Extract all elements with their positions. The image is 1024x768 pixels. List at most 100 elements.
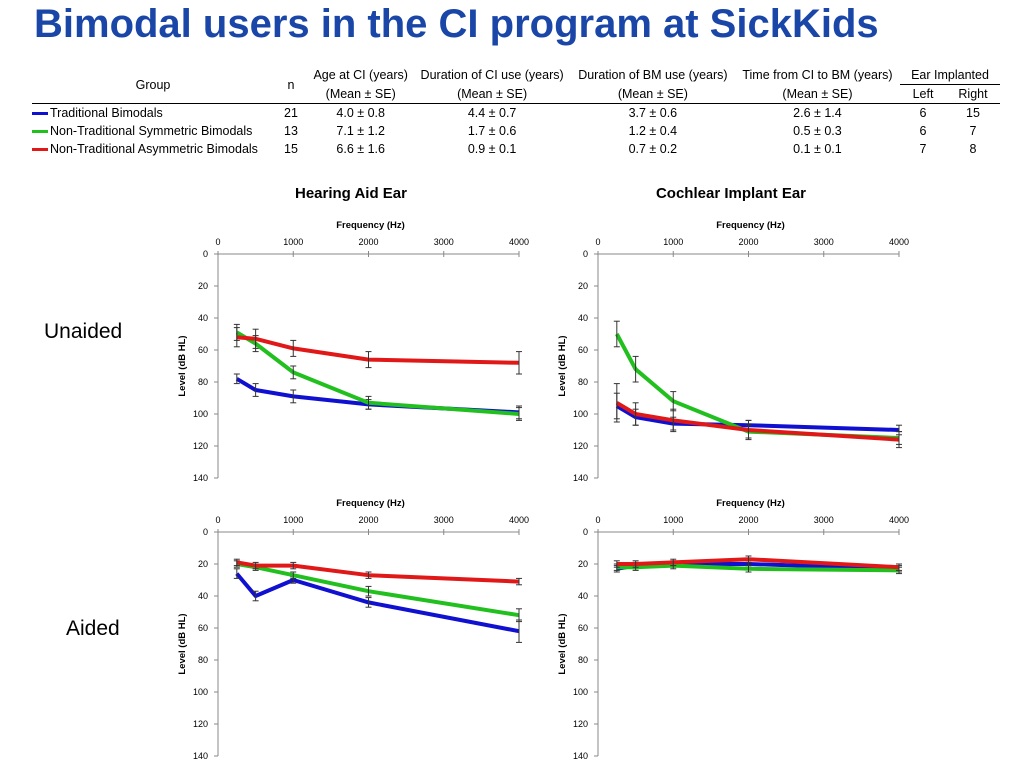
y-tick-label: 120 (193, 719, 208, 729)
right-cell: 7 (969, 124, 977, 138)
row-label-unaided: Unaided (44, 320, 123, 343)
demographics-table: Group n Age at CI (years) Duration of CI… (32, 66, 1000, 158)
left-cell: 6 (919, 124, 927, 138)
header-group: Group (32, 66, 274, 104)
y-tick-label: 140 (193, 751, 208, 761)
error-bar (252, 561, 259, 570)
sub-left: Left (900, 84, 946, 104)
x-tick-label: 2000 (738, 237, 758, 247)
legend-swatch-blue (32, 112, 48, 115)
y-tick-label: 60 (198, 623, 208, 633)
error-bar (613, 320, 620, 348)
age-cell: 4.0 ± 0.8 (336, 106, 385, 120)
y-tick-label: 80 (198, 377, 208, 387)
x-tick-label: 2000 (358, 515, 378, 525)
y-tick-label: 0 (583, 249, 588, 259)
error-bar (365, 585, 372, 597)
chart-ci-aided: 0 1000 2000 3000 4000 0 20 40 60 80 100 120 140 Frequ… (557, 498, 909, 761)
error-bar (670, 558, 677, 567)
ci-use-cell: 4.4 ± 0.7 (467, 106, 517, 120)
group-cell: Non-Traditional Symmetric Bimodals (32, 122, 274, 140)
ci-to-bm-cell: 0.5 ± 0.3 (793, 124, 842, 138)
header-ear: Ear Implanted (900, 66, 1000, 85)
header-ci-use: Duration of CI use (years) (420, 68, 564, 83)
legend-swatch-green (32, 130, 48, 133)
error-bar (896, 563, 902, 571)
y-tick-label: 0 (203, 527, 208, 537)
y-tick-label: 60 (578, 345, 588, 355)
error-bar (613, 560, 620, 568)
error-bar (365, 351, 372, 369)
y-axis-label: Level (dB HL) (557, 335, 568, 396)
ci-use-cell: 1.7 ± 0.6 (467, 124, 517, 138)
y-tick-label: 100 (193, 687, 208, 697)
x-tick-label: 1000 (283, 237, 303, 247)
error-bar (233, 558, 240, 567)
error-bar (290, 389, 297, 404)
y-tick-label: 20 (198, 281, 208, 291)
error-bar (290, 365, 297, 380)
x-tick-label: 0 (595, 515, 600, 525)
x-tick-label: 4000 (889, 515, 909, 525)
y-tick-label: 40 (198, 313, 208, 323)
error-bar (516, 577, 522, 586)
y-tick-label: 80 (198, 655, 208, 665)
table-row: Non-Traditional Symmetric Bimodals 13 7.… (32, 122, 1000, 140)
y-tick-label: 40 (578, 313, 588, 323)
chart-ci-unaided: 0 1000 2000 3000 4000 0 20 40 60 80 100 120 140 Frequ… (557, 220, 909, 483)
y-axis-label: Level (dB HL) (177, 613, 188, 674)
error-bar (365, 395, 372, 410)
x-axis-label: Frequency (Hz) (336, 220, 405, 231)
right-cell: 8 (969, 142, 977, 156)
x-tick-label: 2000 (738, 515, 758, 525)
x-tick-label: 4000 (889, 237, 909, 247)
ci-use-cell: 0.9 ± 0.1 (467, 142, 517, 156)
x-tick-label: 1000 (663, 237, 683, 247)
sub-right: Right (946, 84, 1000, 104)
column-title-cochlear-implant: Cochlear Implant Ear (656, 185, 806, 202)
y-tick-label: 120 (573, 719, 588, 729)
sub-mean-bm-use: (Mean ± SE) (570, 84, 735, 104)
y-tick-label: 0 (203, 249, 208, 259)
ci-to-bm-cell: 2.6 ± 1.4 (793, 106, 842, 120)
error-bar (290, 561, 297, 570)
y-tick-label: 20 (578, 281, 588, 291)
x-tick-label: 1000 (283, 515, 303, 525)
y-tick-label: 140 (573, 751, 588, 761)
series-line-1 (236, 562, 520, 618)
sub-mean-ci-use: (Mean ± SE) (413, 84, 571, 104)
x-tick-label: 4000 (509, 237, 529, 247)
y-tick-label: 60 (198, 345, 208, 355)
series-line-2 (236, 335, 520, 365)
error-bar (233, 568, 240, 579)
bm-use-cell: 3.7 ± 0.6 (628, 106, 678, 120)
x-tick-label: 3000 (814, 237, 834, 247)
error-bar (290, 339, 297, 357)
x-tick-label: 4000 (509, 515, 529, 525)
age-cell: 7.1 ± 1.2 (336, 124, 385, 138)
sub-mean-age: (Mean ± SE) (308, 84, 414, 104)
header-age: Age at CI (years) (313, 68, 408, 83)
chart-ha-aided: 0 1000 2000 3000 4000 0 20 40 60 80 100 120 140 Frequ… (177, 498, 529, 761)
table-header-row: Group n Age at CI (years) Duration of CI… (32, 66, 1000, 104)
n-cell: 13 (284, 124, 298, 138)
y-tick-label: 40 (198, 591, 208, 601)
n-cell: 21 (284, 106, 298, 120)
x-axis-label: Frequency (Hz) (716, 498, 785, 509)
table-subheader-row: (Mean ± SE) (Mean ± SE) (Mean ± SE) (Mea… (32, 84, 1000, 104)
legend-swatch-red (32, 148, 48, 151)
y-tick-label: 100 (573, 409, 588, 419)
row-label-aided: Aided (66, 617, 120, 640)
y-tick-label: 100 (193, 409, 208, 419)
age-cell: 6.6 ± 1.6 (336, 142, 385, 156)
x-tick-label: 3000 (814, 515, 834, 525)
error-bar (252, 590, 259, 602)
chart-ha-unaided: 0 1000 2000 3000 4000 0 20 40 60 80 100 120 140 Frequ… (177, 220, 529, 483)
y-tick-label: 80 (578, 655, 588, 665)
y-tick-label: 60 (578, 623, 588, 633)
bm-use-cell: 0.7 ± 0.2 (628, 142, 678, 156)
y-tick-label: 20 (198, 559, 208, 569)
y-tick-label: 120 (573, 441, 588, 451)
error-bar (252, 383, 259, 397)
